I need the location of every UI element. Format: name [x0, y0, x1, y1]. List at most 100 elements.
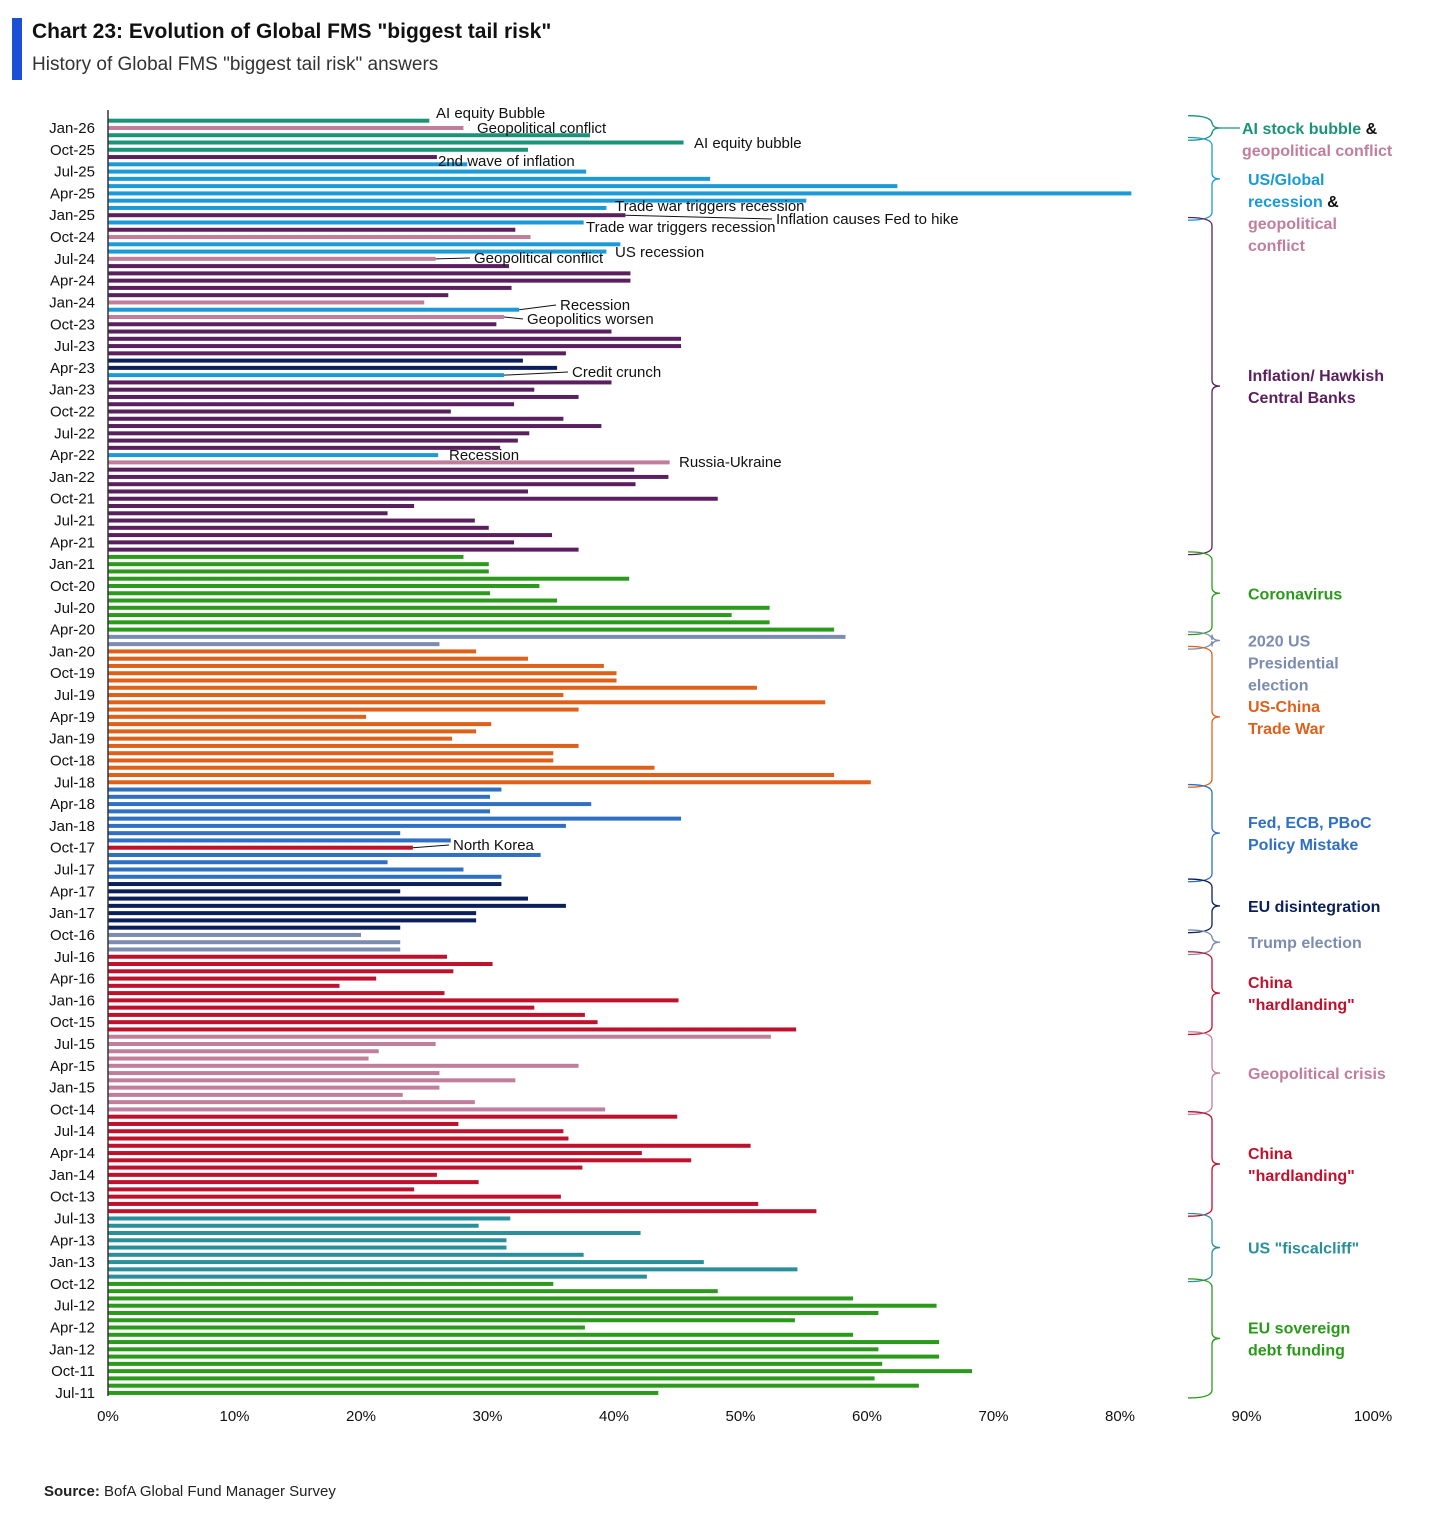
bar-Mar-23 [108, 373, 504, 378]
annotation-label: AI equity bubble [694, 135, 802, 152]
bar-Dec-15 [108, 1005, 535, 1010]
bar-Dec-12 [108, 1267, 798, 1272]
legend-label: Geopolitical crisis [1248, 1066, 1386, 1083]
annotation-leader-line [503, 316, 524, 320]
legend-brackets: AI stock bubble & geopolitical conflict US… [1187, 115, 1393, 1399]
legend-label-part: debt funding [1248, 1342, 1345, 1359]
legend-label: US/Global [1248, 172, 1324, 189]
y-tick-label: Oct-21 [50, 491, 95, 508]
bar-Apr-15 [108, 1063, 579, 1068]
x-tick-label: 10% [219, 1408, 249, 1425]
bar-May-21 [108, 533, 553, 538]
bar-May-15 [108, 1056, 369, 1061]
bar-Sep-19 [108, 678, 617, 683]
legend-label-part: Fed, ECB, PBoC [1248, 815, 1372, 832]
legend-label: debt funding [1248, 1342, 1345, 1359]
bar-Jan-26 [108, 125, 464, 130]
x-tick-label: 100% [1354, 1408, 1392, 1425]
bar-Mar-14 [108, 1158, 692, 1163]
bar-Jul-22 [108, 431, 530, 436]
annotation-label: Recession [560, 297, 630, 314]
bar-Dec-21 [108, 482, 636, 487]
legend-label: Policy Mistake [1248, 837, 1358, 854]
bar-Mar-16 [108, 983, 340, 988]
bar-Mar-21 [108, 547, 579, 552]
legend-bracket [1187, 115, 1221, 141]
bar-Mar-17 [108, 896, 528, 901]
bar-Jul-24 [108, 256, 436, 261]
bar-Feb-22 [108, 467, 635, 472]
y-tick-label: Oct-15 [50, 1014, 95, 1031]
chart-title: Chart 23: Evolution of Global FMS "bigge… [32, 20, 551, 43]
bar-Dec-11 [108, 1354, 940, 1359]
y-tick-label: Jul-21 [54, 513, 95, 530]
legend-label: China [1248, 1146, 1293, 1163]
y-tick-label: Jan-24 [49, 294, 95, 311]
y-tick-label: Apr-16 [50, 971, 95, 988]
legend-bracket [1187, 216, 1221, 556]
y-tick-label: Oct-24 [50, 229, 95, 246]
annotation-label: Geopolitics worsen [527, 311, 654, 328]
y-tick-label: Oct-19 [50, 665, 95, 682]
bar-Apr-12 [108, 1325, 585, 1330]
x-tick-label: 40% [599, 1408, 629, 1425]
legend-label-part: geopolitical [1248, 216, 1337, 233]
bar-Sep-25 [108, 155, 437, 160]
bar-Apr-22 [108, 453, 439, 458]
y-tick-label: Jul-20 [54, 600, 95, 617]
y-tick-label: Jul-11 [55, 1385, 95, 1402]
annotation-leader-line [519, 304, 557, 311]
x-tick-label: 30% [472, 1408, 502, 1425]
y-tick-label: Jul-16 [54, 949, 95, 966]
bar-Mar-15 [108, 1071, 440, 1076]
bar-Sep-15 [108, 1027, 797, 1032]
x-tick-label: 60% [852, 1408, 882, 1425]
bar-Nov-11 [108, 1361, 883, 1366]
bar-Feb-16 [108, 991, 445, 996]
y-tick-label: Apr-23 [50, 360, 95, 377]
y-tick-label: Apr-13 [50, 1232, 95, 1249]
y-tick-label: Apr-15 [50, 1058, 95, 1075]
y-tick-label: Apr-12 [50, 1320, 95, 1337]
bar-Feb-21 [108, 554, 464, 559]
legend-label-part: Trump election [1248, 935, 1362, 952]
x-tick-label: 90% [1231, 1408, 1261, 1425]
bar-Sep-20 [108, 591, 491, 596]
bar-Mar-13 [108, 1245, 507, 1250]
bar-May-18 [108, 794, 491, 799]
bar-Aug-18 [108, 773, 835, 777]
annotation-label: Credit crunch [572, 364, 661, 381]
bar-Apr-21 [108, 540, 515, 545]
bar-May-25 [108, 184, 898, 189]
bar-Feb-13 [108, 1252, 584, 1257]
bar-Nov-19 [108, 663, 604, 668]
bar-Dec-16 [108, 918, 477, 923]
bar-Sep-12 [108, 1289, 718, 1294]
bar-Sep-21 [108, 504, 415, 509]
legend-label: recession & [1248, 194, 1339, 211]
bar-Jun-12 [108, 1310, 879, 1315]
y-tick-label: Oct-13 [50, 1189, 95, 1206]
bar-Mar-19 [108, 722, 492, 727]
bar-Feb-14 [108, 1165, 583, 1170]
bar-Oct-13 [108, 1194, 561, 1199]
y-tick-label: Jan-23 [49, 382, 95, 399]
bar-Jul-12 [108, 1303, 937, 1308]
y-tick-label: Jul-13 [54, 1210, 95, 1227]
bar-Nov-24 [108, 227, 516, 232]
legend-bracket [1187, 1212, 1221, 1283]
bar-May-24 [108, 271, 631, 276]
bar-Nov-14 [108, 1100, 475, 1105]
x-tick-label: 50% [725, 1408, 755, 1425]
y-tick-label: Jul-15 [54, 1036, 95, 1053]
bar-Jan-12 [108, 1347, 879, 1352]
bar-Dec-18 [108, 743, 579, 748]
bar-Jan-21 [108, 562, 489, 567]
bar-Aug-15 [108, 1034, 771, 1039]
bar-Aug-24 [108, 249, 607, 254]
legend-label: Central Banks [1248, 390, 1356, 407]
legend-label: Fed, ECB, PBoC [1248, 815, 1372, 832]
y-tick-label: Oct-17 [50, 840, 95, 857]
